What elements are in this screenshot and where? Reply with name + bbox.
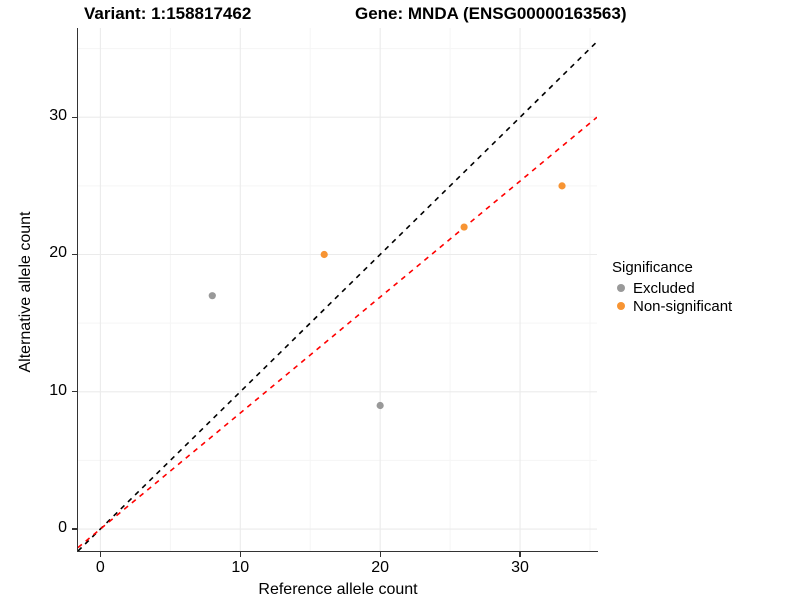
legend: Significance Excluded Non-significant [612,259,798,315]
legend-title: Significance [612,259,693,276]
data-point [320,250,328,259]
x-tick-label: 30 [511,559,529,576]
chart-title-row: Variant: 1:158817462 Gene: MNDA (ENSG000… [0,4,800,30]
y-tick-label: 10 [49,381,67,399]
legend-label: Excluded [633,279,695,297]
y-tick-mark [72,116,77,118]
x-tick-label: 0 [95,559,105,576]
y-axis-title: Alternative allele count [17,211,34,373]
x-tick-label: 10 [231,559,250,576]
legend-dot-icon [617,302,625,310]
y-tick-mark [72,253,77,256]
legend-key [612,297,630,315]
plot-panel [78,28,597,551]
x-tick-mark [99,552,101,557]
grid-major [78,28,597,551]
legend-label: Non-significant [633,297,733,315]
y-tick-mark [72,528,77,530]
data-point [558,182,566,190]
plot-area-svg [78,28,597,551]
data-point [208,292,216,300]
reference-lines [78,41,597,551]
fit-line [78,116,597,549]
identity-line [78,41,597,551]
data-point [460,223,468,231]
x-axis-line [78,551,598,553]
x-tick-mark [239,552,241,557]
legend-dot-icon [617,284,625,292]
data-point [376,401,384,410]
x-axis-title: Reference allele count [258,581,418,598]
variant-title: Variant: 1:158817462 [84,4,252,23]
legend-item-non-significant: Non-significant [612,297,798,315]
y-axis-line [77,28,79,552]
legend-key [612,279,630,297]
y-tick-label: 30 [49,107,67,125]
x-tick-mark [379,552,381,557]
x-tick-label: 20 [371,559,390,576]
y-tick-label: 0 [58,519,67,537]
legend-items: Excluded Non-significant [612,279,798,315]
legend-item-excluded: Excluded [612,279,798,297]
data-points [208,182,566,410]
grid-minor [78,28,597,551]
gene-title: Gene: MNDA (ENSG00000163563) [355,4,627,23]
y-tick-label: 20 [49,244,67,262]
x-tick-mark [519,552,521,557]
y-tick-mark [72,391,77,393]
